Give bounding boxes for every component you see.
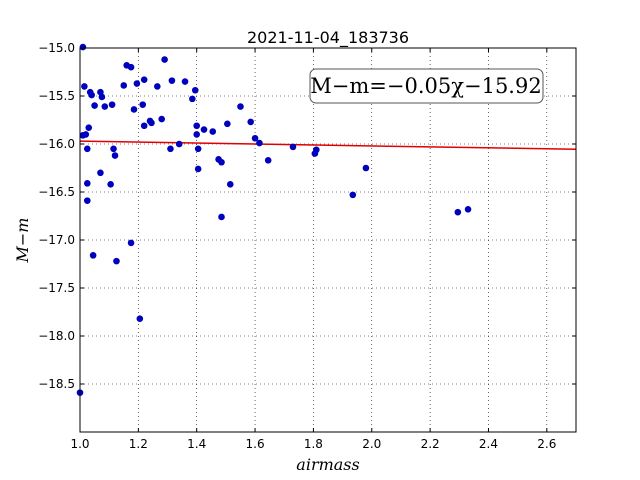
data-point bbox=[247, 118, 254, 126]
data-point bbox=[97, 169, 104, 177]
data-point bbox=[218, 158, 225, 166]
data-point bbox=[237, 103, 244, 110]
data-point bbox=[88, 91, 95, 99]
data-point bbox=[158, 115, 165, 123]
x-tick-label: 2.2 bbox=[421, 437, 440, 451]
data-point bbox=[167, 145, 174, 153]
data-point bbox=[200, 126, 208, 133]
data-point bbox=[140, 76, 148, 83]
x-tick-label: 1.8 bbox=[304, 437, 323, 451]
data-point bbox=[251, 134, 259, 142]
y-tick-label: −17.5 bbox=[38, 281, 75, 295]
x-axis-ticks: 1.0 1.2 1.4 1.6 1.8 2.0 2.2 2.4 2.6 bbox=[70, 48, 556, 451]
data-point bbox=[136, 315, 144, 323]
data-point bbox=[83, 180, 91, 187]
data-point bbox=[209, 128, 217, 135]
data-point bbox=[127, 239, 135, 247]
data-point bbox=[256, 139, 263, 147]
data-point bbox=[454, 208, 462, 216]
data-point bbox=[98, 93, 106, 101]
annotation-box bbox=[309, 68, 544, 104]
data-point bbox=[110, 145, 117, 153]
data-point bbox=[82, 131, 90, 138]
data-point bbox=[81, 83, 88, 90]
x-tick-label: 1.6 bbox=[246, 437, 265, 451]
data-point bbox=[362, 164, 370, 172]
y-tick-label: −18.0 bbox=[38, 329, 75, 343]
x-tick-label: 1.0 bbox=[70, 437, 89, 451]
y-tick-label: −17.0 bbox=[38, 233, 75, 247]
data-point bbox=[264, 157, 272, 164]
data-point bbox=[194, 145, 202, 153]
y-tick-label: −18.5 bbox=[38, 377, 75, 391]
data-point bbox=[226, 181, 234, 188]
data-point bbox=[218, 213, 225, 221]
data-point bbox=[120, 82, 128, 89]
data-point bbox=[83, 145, 91, 153]
data-point bbox=[101, 103, 109, 110]
y-tick-label: −15.0 bbox=[38, 41, 75, 55]
data-point bbox=[349, 191, 357, 199]
data-point bbox=[175, 140, 183, 148]
data-point bbox=[111, 152, 119, 159]
y-tick-label: −16.0 bbox=[38, 137, 75, 151]
fit-annotation: M−m=−0.05χ−15.92 bbox=[309, 68, 544, 104]
fit-line-layer bbox=[79, 140, 577, 151]
data-point bbox=[133, 80, 141, 87]
data-point bbox=[168, 77, 176, 84]
y-axis-label: M−m bbox=[13, 218, 32, 264]
data-point bbox=[83, 197, 91, 204]
data-point bbox=[127, 63, 135, 71]
data-point bbox=[224, 120, 231, 128]
y-axis-ticks: −15.0 −15.5 −16.0 −16.5 −17.0 −17.5 −18.0 −18.5 bbox=[38, 41, 576, 391]
data-point bbox=[464, 205, 472, 213]
data-point bbox=[193, 122, 201, 130]
annotation-text: M−m=−0.05χ−15.92 bbox=[310, 74, 541, 98]
data-point bbox=[154, 83, 161, 90]
data-point bbox=[181, 78, 189, 85]
data-points bbox=[76, 43, 472, 396]
data-point bbox=[189, 95, 196, 103]
data-point bbox=[148, 119, 155, 127]
x-tick-label: 1.4 bbox=[187, 437, 206, 451]
y-tick-label: −16.5 bbox=[38, 185, 75, 199]
data-point bbox=[107, 181, 114, 188]
data-point bbox=[161, 56, 168, 63]
x-axis-label: airmass bbox=[296, 455, 359, 474]
data-point bbox=[140, 122, 148, 130]
x-tick-label: 1.2 bbox=[129, 437, 148, 451]
data-point bbox=[89, 252, 97, 259]
x-tick-label: 2.4 bbox=[479, 437, 498, 451]
data-point bbox=[108, 101, 116, 108]
data-point bbox=[79, 43, 87, 51]
data-point bbox=[130, 106, 138, 113]
data-point bbox=[139, 101, 147, 108]
x-tick-label: 2.0 bbox=[362, 437, 381, 451]
data-point bbox=[85, 124, 93, 131]
chart-title: 2021-11-04_183736 bbox=[247, 28, 409, 48]
data-point bbox=[193, 131, 201, 138]
y-tick-label: −15.5 bbox=[38, 89, 75, 103]
fit-line bbox=[79, 140, 577, 151]
data-point bbox=[313, 146, 320, 154]
x-tick-label: 2.6 bbox=[537, 437, 556, 451]
data-point bbox=[91, 102, 98, 109]
data-point bbox=[194, 165, 202, 173]
data-point bbox=[113, 257, 120, 265]
data-point bbox=[289, 143, 297, 151]
data-point bbox=[191, 86, 199, 94]
